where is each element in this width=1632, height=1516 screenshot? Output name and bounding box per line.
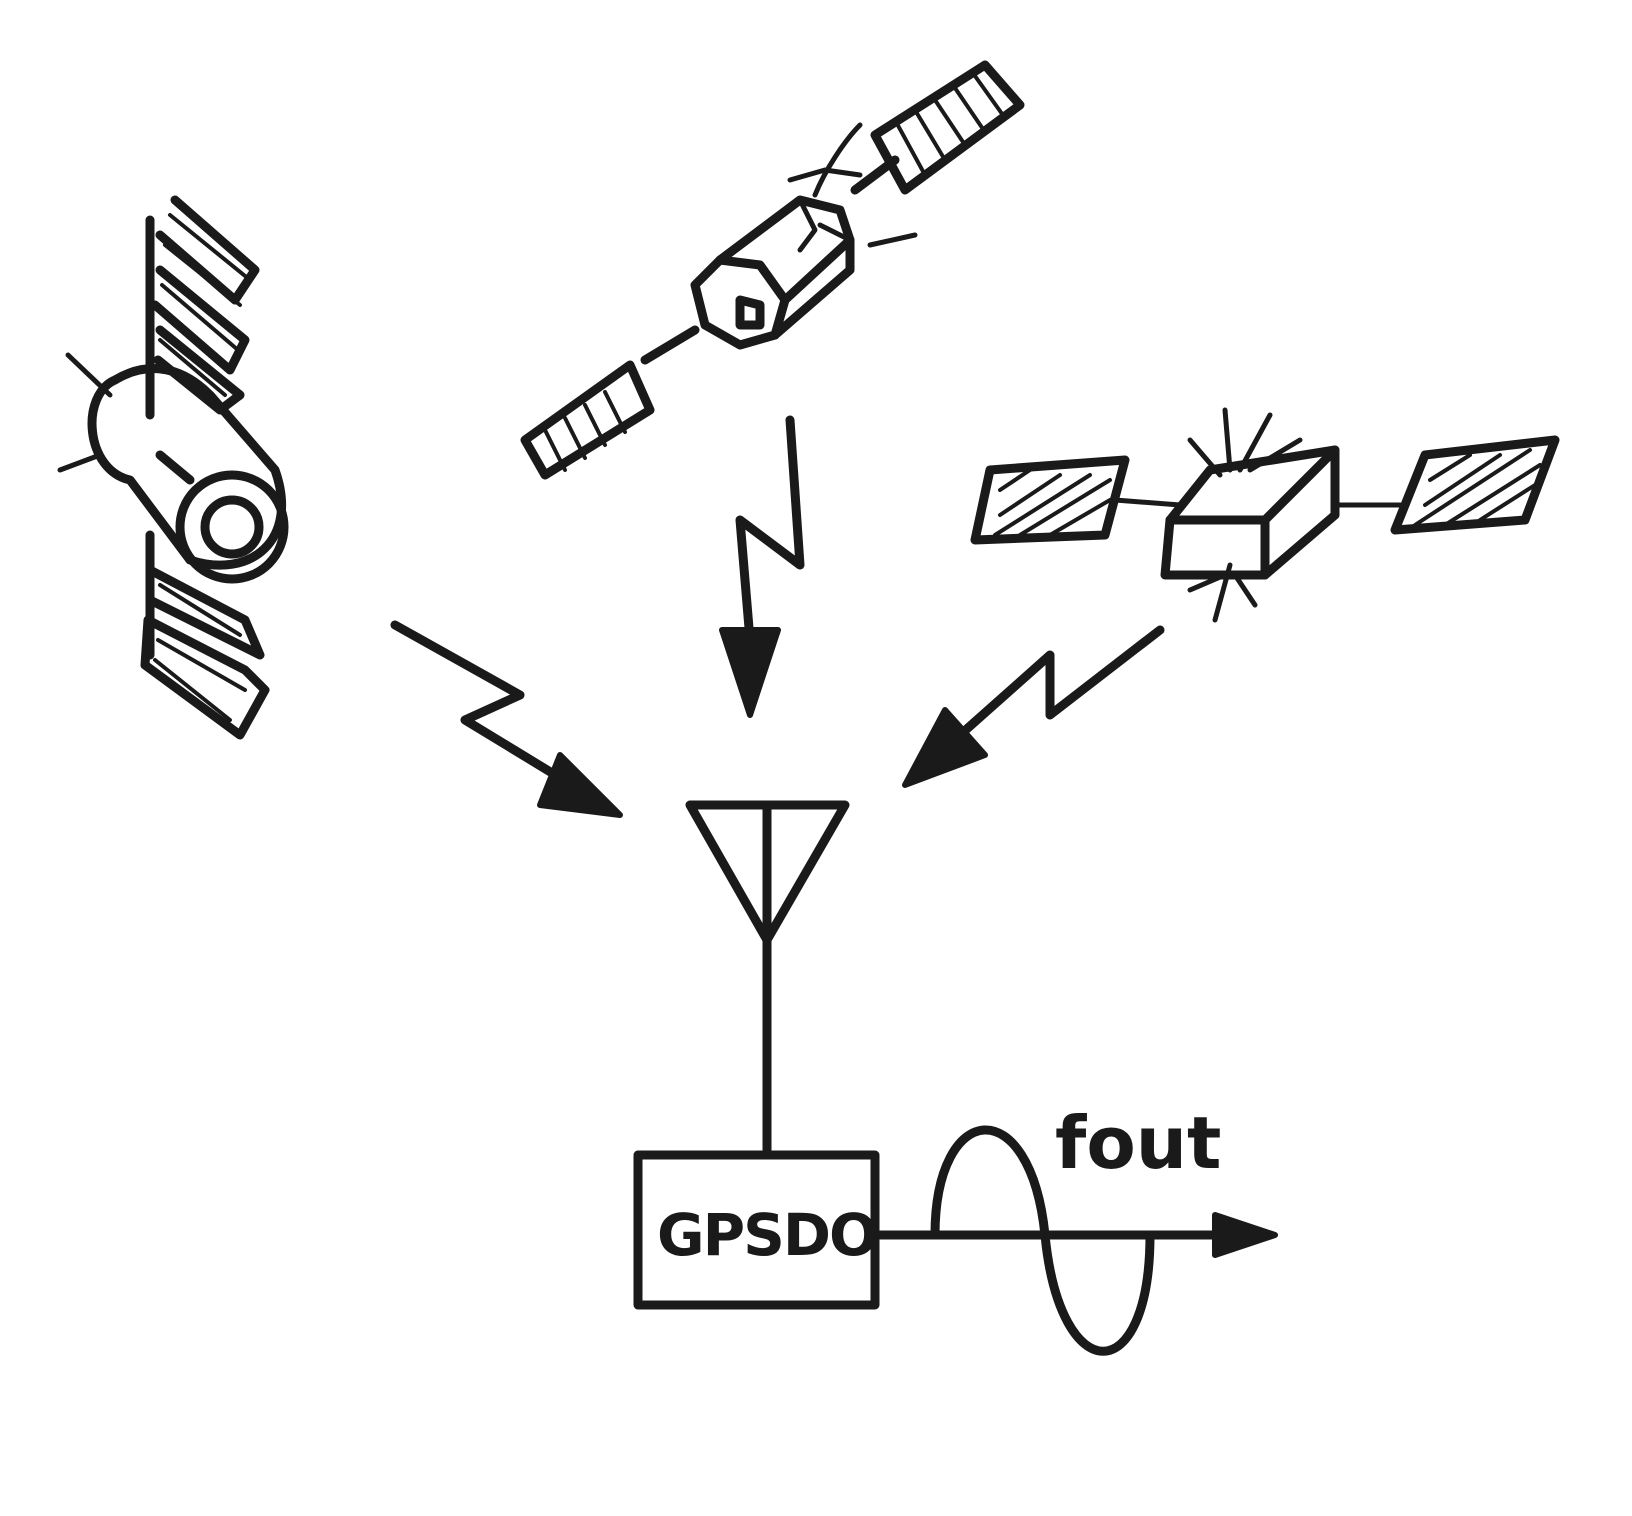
gpsdo-label: GPSDO [657, 1201, 876, 1269]
satellite-top-right-arm [850, 155, 900, 195]
satellite-left-body [87, 364, 289, 584]
satellite-top-antenna [812, 122, 863, 198]
satellite-left [57, 195, 289, 740]
satellite-top-right-panel [870, 60, 1025, 195]
satellite-left-lower-panel [140, 530, 270, 740]
satellite-right-left-panel [970, 455, 1130, 545]
signal-arrow-right [902, 625, 1165, 788]
output-frequency-label: fout [1055, 1101, 1221, 1185]
signal-arrow-left [390, 620, 623, 818]
satellite-right-left-arm [1112, 497, 1183, 508]
satellite-left-upper-panel [145, 195, 260, 420]
sine-wave-icon [930, 1125, 1155, 1356]
satellite-left-antenna-left [57, 452, 103, 473]
satellite-right-body [1160, 407, 1340, 623]
satellite-top-antenna-side [867, 232, 918, 248]
satellite-top [520, 60, 1025, 480]
satellite-top-left-panel [520, 360, 655, 480]
signal-arrow-top [719, 415, 805, 718]
satellite-top-left-arm [640, 325, 700, 365]
satellite-right [970, 407, 1560, 623]
satellite-top-body [690, 167, 863, 350]
receiver-antenna-icon [685, 800, 850, 945]
output-signal: fout [875, 1101, 1278, 1356]
gpsdo-box: GPSDO [633, 1150, 880, 1310]
satellite-right-right-panel [1390, 435, 1560, 535]
